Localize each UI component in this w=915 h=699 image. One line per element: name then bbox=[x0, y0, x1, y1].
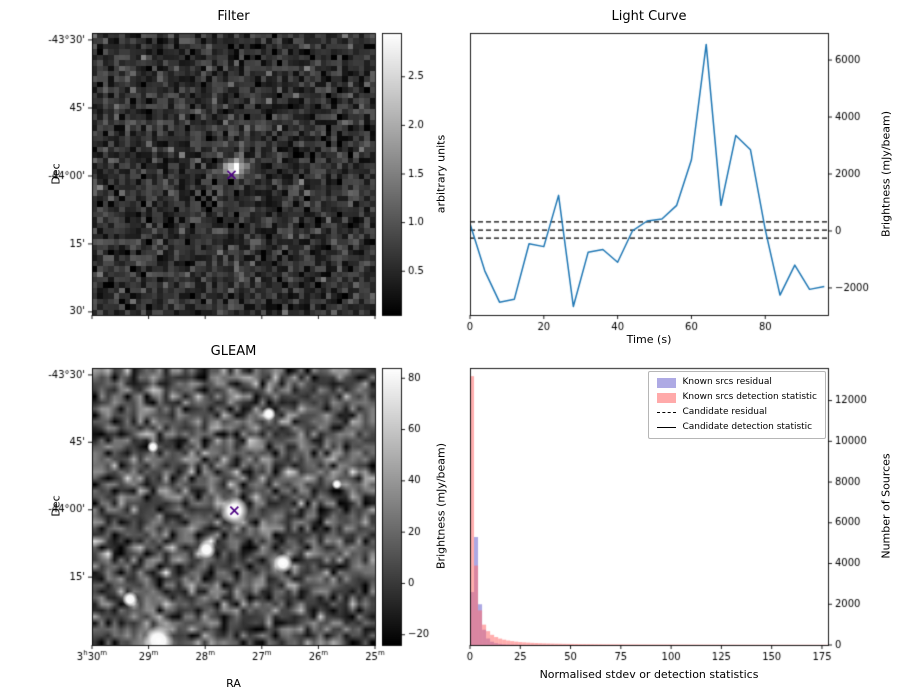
legend-label-known-detstat: Known srcs detection statistic bbox=[682, 392, 817, 402]
legend-swatch-candidate-residual bbox=[657, 412, 677, 413]
legend-swatch-candidate-detstat bbox=[657, 427, 677, 428]
gleam-title: GLEAM bbox=[210, 344, 257, 359]
filter-colorbar-label: arbitrary units bbox=[434, 134, 448, 214]
histogram-xlabel: Normalised stdev or detection statistics bbox=[539, 668, 759, 681]
legend-item-candidate-detstat: Candidate detection statistic bbox=[657, 422, 817, 433]
legend-label-known-residual: Known srcs residual bbox=[682, 377, 772, 387]
legend-swatch-known-residual bbox=[657, 377, 677, 388]
legend-item-known-residual: Known srcs residual bbox=[657, 377, 817, 388]
light-curve-title: Light Curve bbox=[611, 9, 687, 24]
histogram-ylabel: Number of Sources bbox=[879, 453, 893, 559]
light-curve-xlabel: Time (s) bbox=[626, 333, 672, 346]
gleam-ylabel: Dec bbox=[49, 495, 63, 517]
legend-item-known-detstat: Known srcs detection statistic bbox=[657, 392, 817, 403]
light-curve-ylabel: Brightness (mJy/beam) bbox=[879, 110, 893, 238]
legend-swatch-known-detstat bbox=[657, 392, 677, 403]
legend-label-candidate-residual: Candidate residual bbox=[682, 407, 768, 417]
filter-ylabel: Dec bbox=[49, 163, 63, 185]
gleam-colorbar-label: Brightness (mJy/beam) bbox=[434, 442, 448, 570]
gleam-xlabel: RA bbox=[226, 677, 241, 690]
filter-title: Filter bbox=[217, 9, 250, 24]
legend-item-candidate-residual: Candidate residual bbox=[657, 407, 817, 418]
legend-label-candidate-detstat: Candidate detection statistic bbox=[682, 422, 813, 432]
histogram-legend: Known srcs residual Known srcs detection… bbox=[648, 371, 826, 439]
